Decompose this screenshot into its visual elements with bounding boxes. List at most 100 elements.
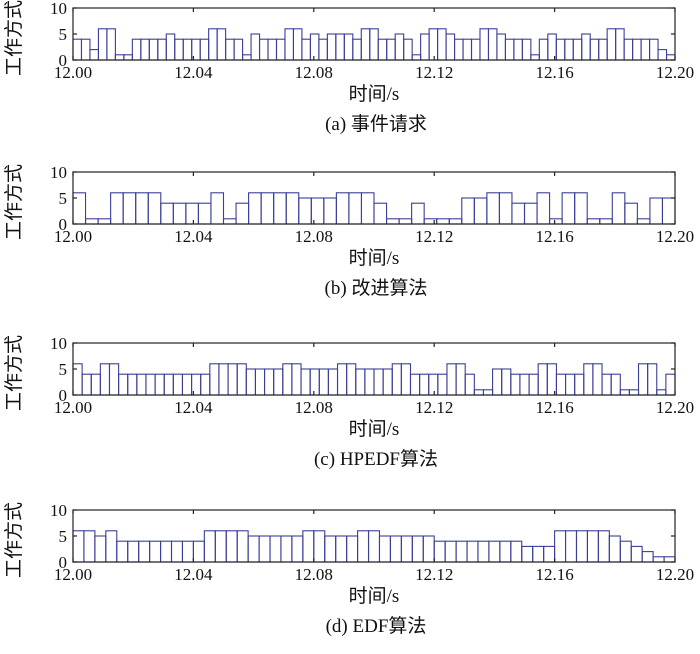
y-tick-label: 5: [59, 527, 68, 546]
step-bar: [236, 530, 249, 563]
step-bar: [382, 368, 393, 396]
step-bar: [473, 389, 485, 396]
step-bar: [131, 38, 142, 61]
step-bar: [574, 192, 588, 225]
step-bar: [267, 38, 278, 61]
x-tick-label: 12.00: [54, 398, 92, 417]
step-bar: [462, 38, 473, 61]
step-bar: [154, 373, 165, 396]
step-bar: [486, 192, 500, 225]
step-bar: [610, 373, 621, 396]
y-tick-label: 10: [50, 0, 67, 18]
step-bar: [310, 197, 325, 225]
y-tick-label: 0: [59, 51, 68, 70]
chart-panel-4: 0 5 10 12.00 12.04 12.08 12.12 12.16 12.20 工作方式时间…: [3, 501, 694, 637]
step-bar: [561, 192, 576, 225]
step-bar: [521, 545, 534, 563]
step-bar: [455, 540, 468, 563]
step-bar: [247, 535, 260, 563]
series-steps: [72, 363, 676, 396]
y-axis-label: 工作方式: [3, 0, 25, 76]
step-bar: [326, 33, 337, 61]
step-bar: [572, 38, 583, 61]
step-bar: [543, 545, 556, 563]
step-bar: [437, 373, 448, 396]
y-tick-label: 0: [59, 215, 68, 234]
step-bar: [455, 363, 466, 396]
step-bar: [656, 389, 667, 396]
step-bar: [510, 373, 521, 396]
step-bar: [280, 535, 293, 563]
step-bar: [225, 38, 235, 61]
step-bar: [601, 373, 612, 396]
step-bar: [385, 218, 400, 225]
step-bar: [72, 38, 83, 61]
step-bar: [200, 373, 211, 396]
series-steps: [72, 530, 676, 563]
step-bar: [199, 38, 210, 61]
step-bar: [400, 535, 413, 563]
step-bar: [477, 540, 490, 563]
step-bar: [636, 218, 651, 225]
step-bar: [157, 38, 167, 61]
step-bar: [258, 38, 269, 61]
x-tick-label: 12.08: [295, 398, 333, 417]
step-bar: [411, 202, 425, 225]
step-bar: [97, 28, 108, 61]
step-bar: [309, 33, 320, 61]
step-bar: [182, 38, 193, 61]
x-tick-label: 12.04: [174, 565, 213, 584]
y-tick-label: 5: [59, 360, 68, 379]
step-bar: [309, 368, 320, 396]
step-bar: [346, 363, 357, 396]
step-bar: [285, 192, 300, 225]
step-bar: [367, 530, 381, 563]
step-bar: [581, 33, 591, 61]
step-bar: [346, 535, 359, 563]
step-bar: [357, 530, 370, 563]
step-bar: [564, 530, 578, 563]
panel-caption: (a) 事件请求: [325, 113, 427, 135]
x-tick-label: 12.16: [535, 398, 573, 417]
x-tick-label: 12.08: [295, 63, 333, 82]
x-tick-label: 12.20: [656, 227, 694, 246]
x-tick-label: 12.04: [174, 398, 213, 417]
step-bar: [99, 363, 111, 396]
step-bar: [615, 28, 625, 61]
y-axis-label: 工作方式: [3, 335, 25, 411]
step-bar: [145, 373, 156, 396]
step-bar: [118, 373, 129, 396]
step-bar: [564, 373, 576, 396]
step-bar: [170, 540, 184, 563]
x-tick-label: 12.08: [295, 565, 333, 584]
step-bar: [428, 373, 439, 396]
step-bar: [528, 373, 539, 396]
step-bar: [248, 192, 262, 225]
step-bar: [235, 202, 250, 225]
step-bar: [445, 33, 456, 61]
step-bar: [138, 540, 151, 563]
step-bar: [510, 540, 523, 563]
y-axis-label: 工作方式: [3, 502, 25, 578]
step-bar: [386, 38, 396, 61]
x-tick-label: 12.20: [656, 565, 694, 584]
step-bar: [222, 218, 237, 225]
step-bar: [619, 540, 632, 563]
step-bar: [389, 535, 402, 563]
step-bar: [185, 202, 199, 225]
step-bar: [160, 540, 173, 563]
x-tick-label: 12.20: [656, 63, 694, 82]
step-bar: [83, 530, 96, 563]
step-bar: [373, 368, 384, 396]
step-bar: [298, 197, 312, 225]
step-bar: [236, 363, 247, 396]
step-bar: [422, 535, 435, 563]
step-bar: [282, 363, 293, 396]
step-bar: [127, 373, 138, 396]
step-bar: [532, 545, 545, 563]
step-bar: [398, 218, 413, 225]
y-tick-label: 0: [59, 553, 68, 572]
step-bar: [492, 368, 503, 396]
step-bar: [586, 530, 599, 563]
